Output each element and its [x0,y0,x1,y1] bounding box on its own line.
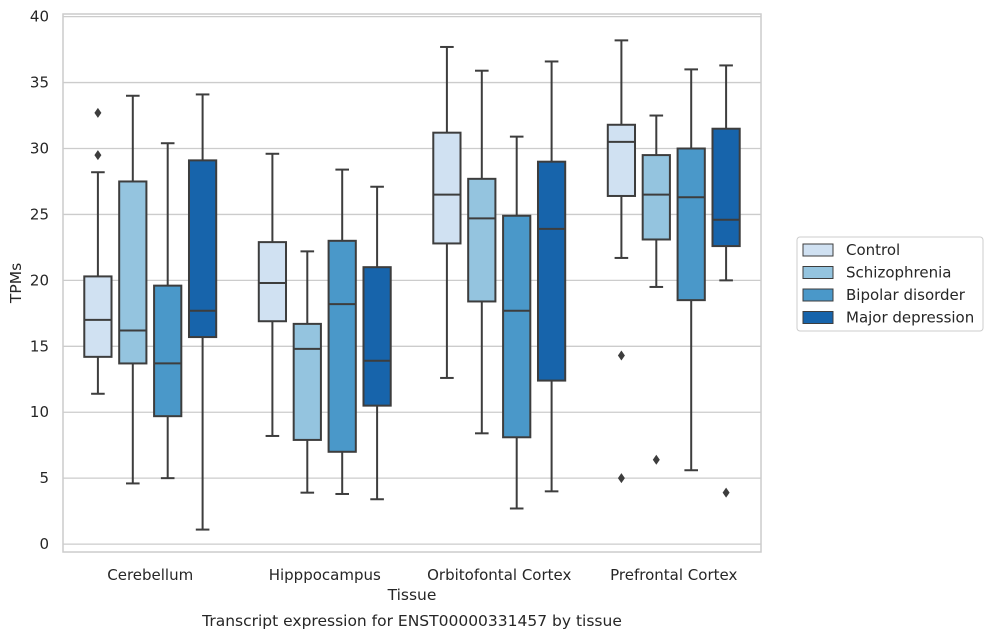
outlier-point [94,150,102,161]
box-schizophrenia [118,94,148,485]
legend: Control Schizophrenia Bipolar disorder Majo… [796,236,984,332]
box-schizophrenia [467,69,497,435]
box-body [641,154,671,241]
box-body [83,275,113,358]
box-body [432,131,462,245]
plot-frame [62,13,762,553]
box-body [153,284,183,418]
x-tick-label: Orbitofontal Cortex [427,566,571,584]
y-tick-label: 0 [39,535,49,553]
box-control [606,39,637,484]
y-tick-label: 20 [30,271,49,289]
box-body [467,177,497,303]
y-tick-label: 25 [30,205,49,223]
box-body [118,180,148,365]
box-bipolar-disorder [676,68,706,472]
y-tick-label: 30 [30,140,49,158]
box-plot-area [83,39,741,531]
legend-swatch [802,266,834,279]
box-body [676,147,706,302]
box-control [257,152,288,437]
legend-swatch [802,288,834,302]
y-tick-label: 5 [39,469,49,487]
legend-label: Major depression [846,309,974,327]
box-control [83,107,113,395]
legend-label: Control [846,241,900,259]
y-axis-ticks: 0 5 10 15 20 25 30 35 40 [30,8,49,553]
x-tick-label: Hipppocampus [269,566,381,584]
box-body [327,239,357,453]
box-schizophrenia [641,114,671,465]
box-bipolar-disorder [502,135,532,510]
box-major-depression [711,64,741,498]
box-control [432,45,462,379]
box-body [257,241,288,323]
box-bipolar-disorder [327,168,357,495]
box-body [711,127,741,248]
outlier-point [722,487,730,498]
box-body [502,214,532,439]
legend-frame [796,236,984,332]
y-tick-label: 40 [30,8,49,26]
outlier-point [652,454,660,465]
box-major-depression [187,93,218,531]
x-tick-label: Prefrontal Cortex [610,566,737,584]
box-body [292,322,322,441]
outlier-point [617,350,625,361]
box-body [536,160,567,382]
outlier-point [617,473,625,484]
legend-label: Bipolar disorder [846,286,966,304]
legend-swatch [802,243,834,257]
box-body [606,123,637,197]
box-schizophrenia [292,250,322,494]
y-tick-label: 10 [30,403,49,421]
x-tick-label: Cerebellum [107,566,193,584]
outlier-point [94,107,102,118]
y-axis-label: TPMs [7,263,25,304]
box-body [187,159,218,339]
y-tick-label: 15 [30,337,49,355]
legend-swatch [802,311,834,324]
chart-caption: Transcript expression for ENST0000033145… [201,612,622,630]
x-axis-label: Tissue [387,586,437,604]
x-axis-ticks: Cerebellum Hipppocampus Orbitofontal Corte… [107,566,737,584]
box-bipolar-disorder [153,142,183,480]
box-body [362,266,392,407]
box-major-depression [362,185,392,501]
legend-label: Schizophrenia [846,264,951,282]
box-major-depression [536,60,567,493]
y-tick-label: 35 [30,74,49,92]
